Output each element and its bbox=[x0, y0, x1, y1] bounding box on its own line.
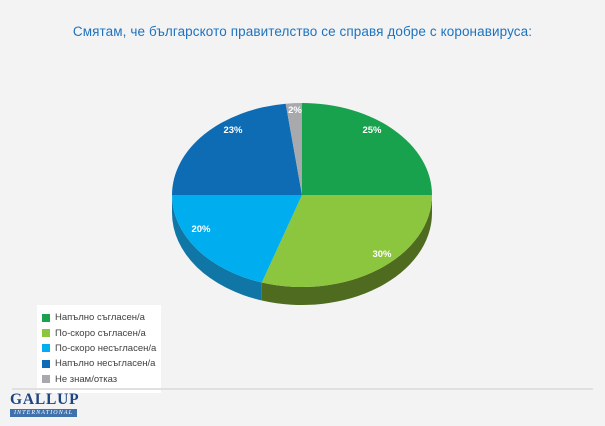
pie-slice-side-2 bbox=[172, 195, 262, 301]
gallup-logo-text: GALLUP bbox=[10, 391, 80, 408]
legend-item: Не знам/отказ bbox=[42, 372, 156, 387]
legend-label: Напълно съгласен/а bbox=[55, 312, 145, 324]
legend-label: По-скоро съгласен/а bbox=[55, 327, 146, 339]
legend-swatch-icon bbox=[42, 359, 50, 368]
pie-slice-side-1 bbox=[261, 195, 432, 305]
chart-legend: Напълно съгласен/а По-скоро съгласен/а П… bbox=[37, 305, 161, 393]
legend-swatch-icon bbox=[42, 313, 50, 322]
legend-label: Напълно несъгласен/а bbox=[55, 358, 156, 370]
footer-divider bbox=[12, 388, 593, 390]
pie-labels: 25% 30% 20% 23% 2% bbox=[191, 105, 392, 260]
pie-slice-label-2: 20% bbox=[191, 224, 211, 235]
legend-swatch-icon bbox=[42, 344, 50, 353]
pie-slice-1 bbox=[261, 195, 432, 287]
pie-slice-label-0: 25% bbox=[362, 125, 382, 136]
pie-sides bbox=[172, 195, 432, 305]
legend-swatch-icon bbox=[42, 375, 50, 384]
chart-title: Смятам, че българското правителство се с… bbox=[72, 24, 533, 39]
pie-slice-4 bbox=[285, 103, 302, 195]
legend-swatch-icon bbox=[42, 329, 50, 338]
legend-item: Напълно съгласен/а bbox=[42, 310, 156, 325]
gallup-logo: GALLUP INTERNATIONAL bbox=[10, 391, 80, 417]
gallup-logo-subtext: INTERNATIONAL bbox=[10, 408, 77, 417]
pie-slices bbox=[172, 103, 432, 287]
legend-item: По-скоро съгласен/а bbox=[42, 325, 156, 340]
legend-item: Напълно несъгласен/а bbox=[42, 356, 156, 371]
pie-slice-0 bbox=[302, 103, 432, 195]
pie-slice-label-1: 30% bbox=[372, 249, 392, 260]
pie-slice-2 bbox=[172, 195, 302, 283]
pie-slice-label-4: 2% bbox=[288, 105, 302, 116]
pie-slice-label-3: 23% bbox=[223, 125, 243, 136]
legend-label: По-скоро несъгласен/а bbox=[55, 342, 157, 354]
legend-label: Не знам/отказ bbox=[55, 373, 118, 385]
legend-item: По-скоро несъгласен/а bbox=[42, 341, 156, 356]
pie-slice-3 bbox=[172, 103, 302, 195]
